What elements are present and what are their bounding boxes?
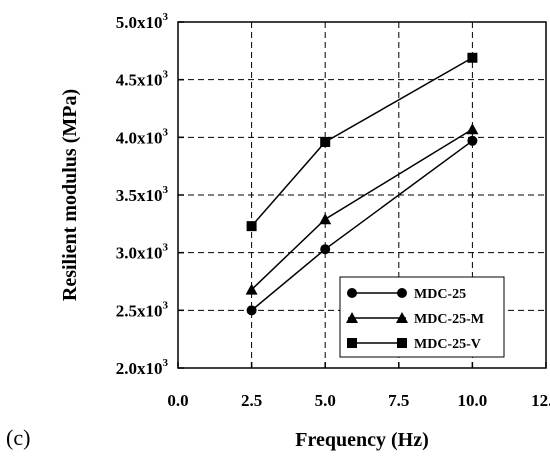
y-tick-label: 3.0x103 (116, 242, 169, 263)
panel-label: (c) (6, 425, 31, 450)
legend: MDC-25 MDC-25-M MDC-25-V (339, 276, 505, 358)
data-point-mdc-25 (467, 135, 478, 146)
series-line-mdc-25-v (251, 57, 473, 227)
x-tick-label: 2.5 (241, 391, 262, 410)
data-point-mdc-25-m (245, 283, 258, 295)
data-point-mdc-25-v (320, 136, 331, 147)
legend-marker-mdc-25-v (347, 338, 357, 348)
x-tick-label: 10.0 (458, 391, 488, 410)
series-mdc-25 (246, 135, 478, 316)
y-axis-title: Resilient modulus (MPa) (59, 89, 81, 301)
legend-label-mdc-25-v: MDC-25-V (414, 337, 481, 352)
y-tick-label: 5.0x103 (116, 11, 169, 32)
y-tick-label: 2.0x103 (116, 357, 169, 378)
legend-marker-mdc-25-m (396, 312, 408, 323)
y-tick-label: 4.5x103 (116, 69, 169, 90)
x-axis-title: Frequency (Hz) (295, 429, 429, 451)
y-tick-label: 3.5x103 (116, 184, 169, 205)
data-point-mdc-25-m (319, 213, 332, 225)
series-mdc-25-v (246, 52, 478, 232)
data-point-mdc-25-v (246, 221, 257, 232)
legend-marker-mdc-25-v (397, 338, 407, 348)
data-point-mdc-25-v (467, 52, 478, 63)
legend-label-mdc-25-m: MDC-25-M (414, 312, 484, 327)
x-tick-label: 0.0 (167, 391, 188, 410)
x-tick-label: 5.0 (315, 391, 336, 410)
x-tick-label: 7.5 (388, 391, 409, 410)
x-tick-label: 12.5 (531, 391, 550, 410)
data-point-mdc-25 (246, 305, 257, 316)
legend-marker-mdc-25 (397, 288, 407, 298)
series-mdc-25-m (245, 123, 479, 295)
data-point-mdc-25 (320, 244, 331, 255)
series-line-mdc-25-m (251, 128, 473, 291)
legend-marker-mdc-25-m (346, 312, 358, 323)
y-tick-label: 2.5x103 (116, 299, 169, 320)
data-point-mdc-25-m (466, 123, 479, 135)
legend-label-mdc-25: MDC-25 (414, 287, 466, 302)
legend-marker-mdc-25 (347, 288, 357, 298)
y-tick-label: 4.0x103 (116, 126, 169, 147)
